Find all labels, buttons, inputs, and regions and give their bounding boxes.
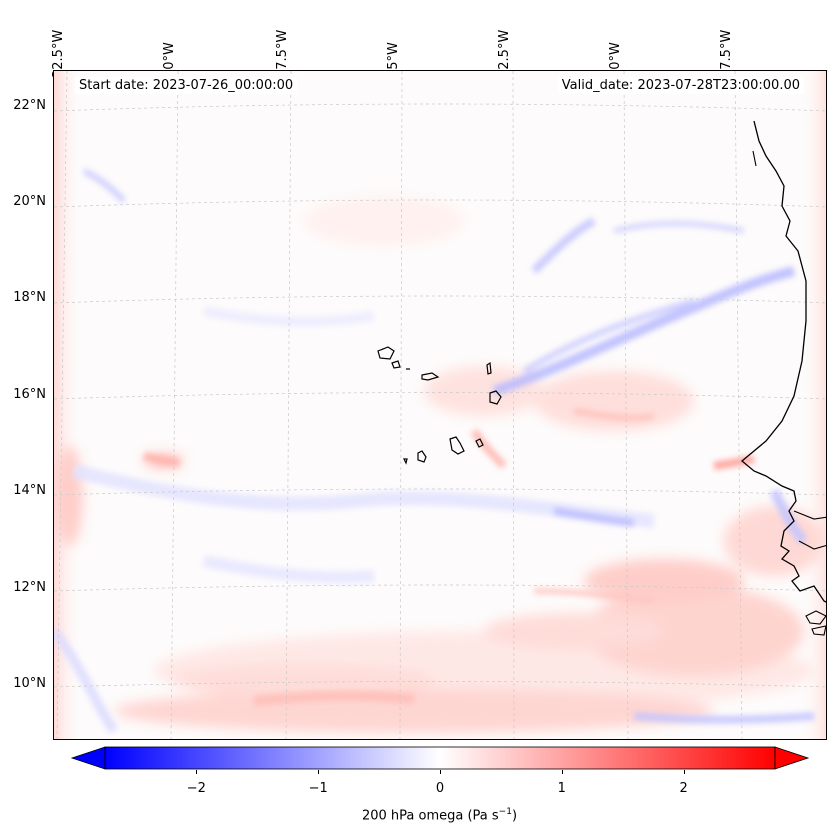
colorbar-tick-label: 1 (557, 781, 566, 796)
lat-label-14n: 14°N (13, 483, 46, 498)
cape-verde-islands (377, 346, 502, 465)
colorbar-tick-mark (440, 770, 441, 774)
lat-label-10n: 10°N (13, 676, 46, 691)
lat-label-18n: 18°N (13, 290, 46, 305)
lat-label-16n: 16°N (13, 387, 46, 402)
colorbar-extend-min (70, 746, 106, 770)
colorbar-label: 200 hPa omega (Pa s−1) (361, 807, 518, 824)
colorbar-tick-mark (196, 770, 198, 774)
colorbar (70, 746, 810, 770)
lat-label-20n: 20°N (13, 194, 46, 209)
colorbar-tick-mark (683, 770, 685, 774)
lat-label-12n: 12°N (13, 580, 46, 595)
valid-date-label: Valid_date: 2023-07-28T23:00:00.00 (557, 77, 804, 94)
map-panel: Start date: 2023-07-26_00:00:00 Valid_da… (53, 70, 827, 740)
graticule (54, 71, 826, 739)
colorbar-tick-mark (561, 770, 563, 774)
colorbar-gradient (104, 746, 776, 770)
start-date-label: Start date: 2023-07-26_00:00:00 (75, 77, 298, 94)
omega-field (54, 71, 826, 739)
colorbar-tick-mark (318, 770, 320, 774)
colorbar-extend-max (774, 746, 810, 770)
lat-label-22n: 22°N (13, 98, 46, 113)
colorbar-tick-label: 2 (679, 781, 688, 796)
colorbar-tick-label: −1 (308, 781, 328, 796)
colorbar-tick-label: −2 (186, 781, 206, 796)
africa-coastline (740, 120, 826, 603)
colorbar-tick-label: 0 (435, 781, 445, 796)
